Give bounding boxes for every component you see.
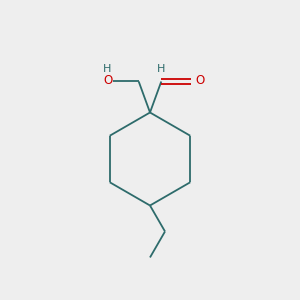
Text: H: H (102, 64, 111, 74)
Text: O: O (103, 74, 112, 87)
Text: H: H (157, 64, 165, 74)
Text: O: O (195, 74, 204, 87)
